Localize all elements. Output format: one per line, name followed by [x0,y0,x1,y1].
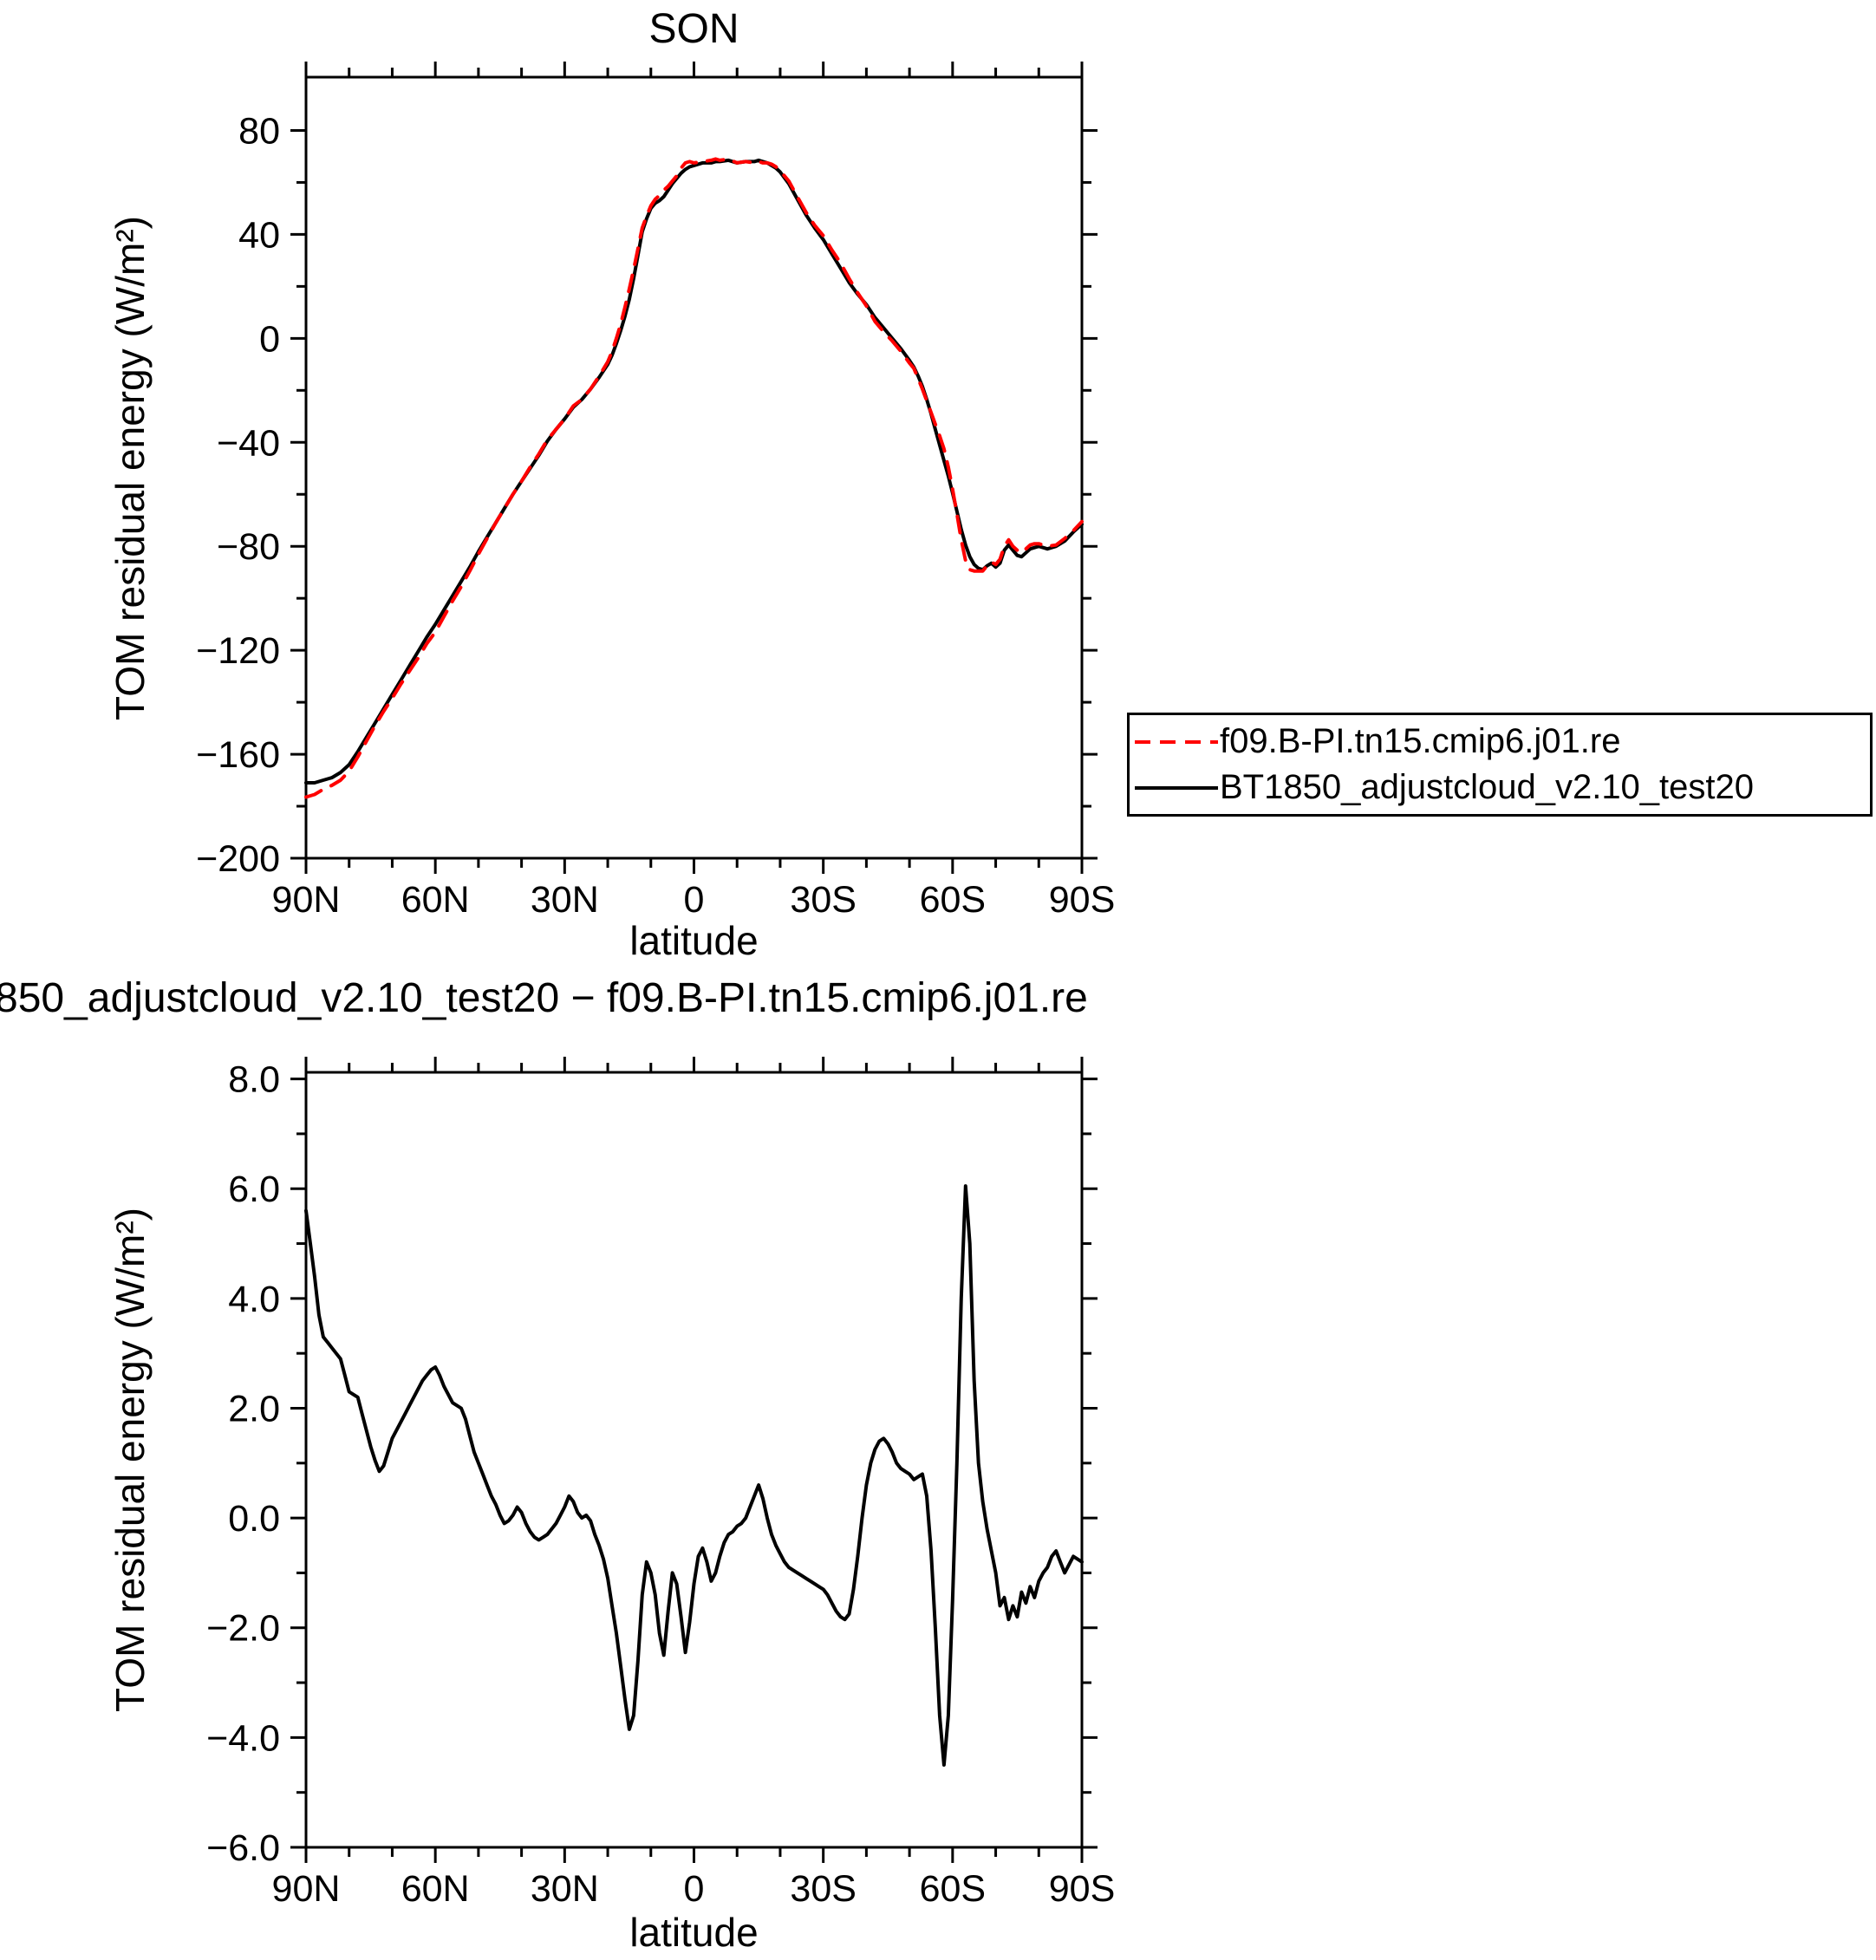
top-chart-y-axis-label: TOM residual energy (W/m²) [107,216,153,720]
legend-item-black: BT1850_adjustcloud_v2.10_test20 [1135,768,1870,807]
svg-text:40: 40 [238,214,280,256]
svg-text:−6.0: −6.0 [206,1827,280,1869]
svg-text:30S: 30S [790,1868,857,1910]
dashed-red-line-icon [1135,739,1218,744]
svg-text:0: 0 [684,879,705,921]
bottom-chart-title: 850_adjustcloud_v2.10_test20 − f09.B-PI.… [0,975,1088,1021]
svg-text:−160: −160 [196,734,280,776]
svg-text:90N: 90N [272,1868,341,1910]
svg-text:2.0: 2.0 [228,1388,280,1429]
svg-text:−2.0: −2.0 [206,1608,280,1650]
bottom-chart-y-axis-label: TOM residual energy (W/m²) [107,1208,153,1712]
svg-text:60S: 60S [920,1868,987,1910]
svg-text:80: 80 [238,110,280,152]
svg-text:60N: 60N [401,1868,470,1910]
svg-text:−4.0: −4.0 [206,1717,280,1759]
svg-text:90S: 90S [1049,879,1116,921]
svg-text:90N: 90N [272,879,341,921]
svg-text:6.0: 6.0 [228,1169,280,1210]
svg-text:−80: −80 [217,526,280,568]
bottom-chart-x-axis-label: latitude [629,1910,759,1955]
svg-text:60N: 60N [401,879,470,921]
legend-label-red: f09.B-PI.tn15.cmip6.j01.re [1220,722,1621,760]
svg-text:0: 0 [259,318,280,360]
legend-label-black: BT1850_adjustcloud_v2.10_test20 [1220,768,1755,806]
svg-text:−200: −200 [196,838,280,880]
svg-text:0.0: 0.0 [228,1498,280,1540]
legend: f09.B-PI.tn15.cmip6.j01.re BT1850_adjust… [1127,713,1873,817]
svg-text:90S: 90S [1049,1868,1116,1910]
legend-item-red: f09.B-PI.tn15.cmip6.j01.re [1135,722,1870,761]
svg-text:4.0: 4.0 [228,1279,280,1320]
svg-text:−40: −40 [217,422,280,464]
top-chart-title: SON [648,6,739,52]
solid-black-line-icon [1135,785,1218,790]
svg-text:60S: 60S [920,879,987,921]
svg-text:8.0: 8.0 [228,1059,280,1101]
svg-text:−120: −120 [196,630,280,672]
svg-text:30S: 30S [790,879,857,921]
top-chart-x-axis-label: latitude [629,918,759,963]
svg-text:0: 0 [684,1868,705,1910]
svg-text:30N: 30N [531,879,599,921]
svg-text:30N: 30N [531,1868,599,1910]
